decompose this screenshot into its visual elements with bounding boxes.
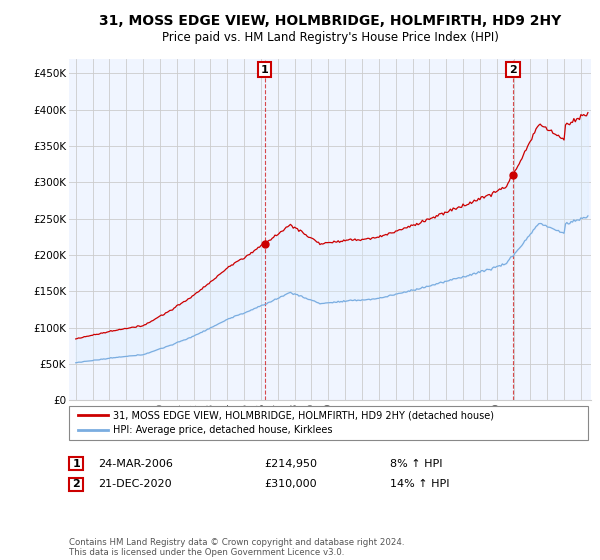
Text: 8% ↑ HPI: 8% ↑ HPI xyxy=(390,459,443,469)
Text: 21-DEC-2020: 21-DEC-2020 xyxy=(98,479,172,489)
Text: HPI: Average price, detached house, Kirklees: HPI: Average price, detached house, Kirk… xyxy=(113,425,332,435)
Text: 1: 1 xyxy=(261,65,269,74)
Text: £214,950: £214,950 xyxy=(264,459,317,469)
Text: 1: 1 xyxy=(73,459,80,469)
Text: Price paid vs. HM Land Registry's House Price Index (HPI): Price paid vs. HM Land Registry's House … xyxy=(161,31,499,44)
Text: 24-MAR-2006: 24-MAR-2006 xyxy=(98,459,173,469)
Text: 31, MOSS EDGE VIEW, HOLMBRIDGE, HOLMFIRTH, HD9 2HY (detached house): 31, MOSS EDGE VIEW, HOLMBRIDGE, HOLMFIRT… xyxy=(113,410,494,421)
Text: 31, MOSS EDGE VIEW, HOLMBRIDGE, HOLMFIRTH, HD9 2HY: 31, MOSS EDGE VIEW, HOLMBRIDGE, HOLMFIRT… xyxy=(99,14,561,28)
Text: 14% ↑ HPI: 14% ↑ HPI xyxy=(390,479,449,489)
Text: 2: 2 xyxy=(509,65,517,74)
Text: 2: 2 xyxy=(73,479,80,489)
Text: Contains HM Land Registry data © Crown copyright and database right 2024.
This d: Contains HM Land Registry data © Crown c… xyxy=(69,538,404,557)
Text: £310,000: £310,000 xyxy=(264,479,317,489)
